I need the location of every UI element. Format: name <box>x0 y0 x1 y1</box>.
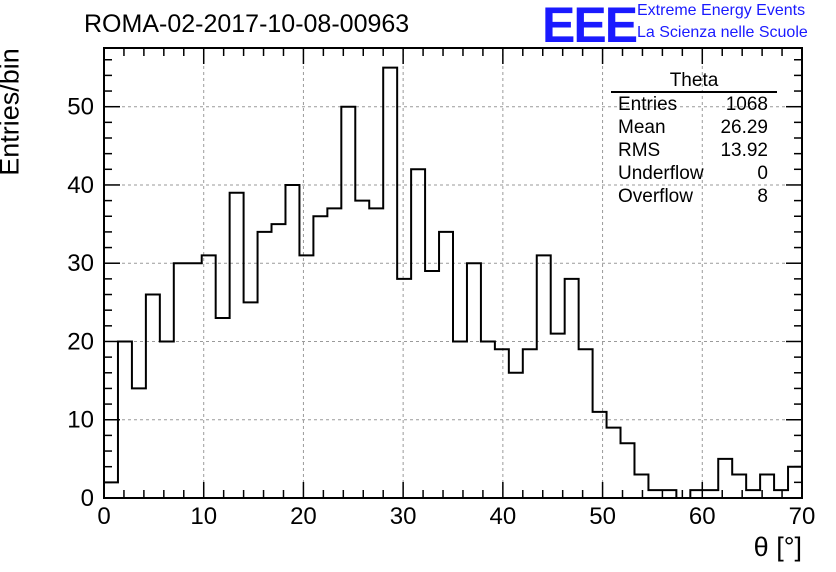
x-tick-label: 70 <box>789 503 816 530</box>
histogram-bin <box>607 428 621 498</box>
y-tick-label: 40 <box>67 172 94 199</box>
histogram-bin <box>495 349 509 498</box>
x-axis-label: θ [°] <box>753 532 802 562</box>
histogram-bin <box>369 208 383 498</box>
x-tick-label: 40 <box>490 503 517 530</box>
axis-ticks <box>103 48 803 499</box>
stats-row-rms: RMS 13.92 <box>611 139 777 162</box>
grid-lines <box>104 48 802 498</box>
histogram-bin <box>341 107 355 498</box>
eee-logo: EEE <box>542 0 638 53</box>
histogram-bin <box>523 349 537 498</box>
histogram-bin <box>425 271 439 498</box>
stats-value: 0 <box>757 163 768 184</box>
histogram-bin <box>746 490 760 498</box>
x-tick-label: 20 <box>290 503 317 530</box>
x-tick-label: 30 <box>390 503 417 530</box>
logo-line-1: Extreme Energy Events <box>637 2 806 19</box>
stats-label: Underflow <box>618 163 704 184</box>
histogram-bin <box>258 232 272 498</box>
histogram-bin <box>662 490 676 498</box>
chart-title: ROMA-02-2017-10-08-00963 <box>84 10 410 38</box>
stats-row-underflow: Underflow 0 <box>611 162 777 185</box>
histogram-bin <box>244 302 258 498</box>
histogram-bin <box>313 216 327 498</box>
histogram-bin <box>537 255 551 498</box>
y-tick-label: 30 <box>67 250 94 277</box>
stats-value: 13.92 <box>720 140 768 161</box>
stats-value: 8 <box>757 186 768 207</box>
histogram-bin <box>397 279 411 498</box>
histogram-bin <box>509 373 523 498</box>
y-tick-label: 10 <box>67 407 94 434</box>
histogram-bin <box>439 232 453 498</box>
stats-label: Overflow <box>618 186 693 207</box>
histogram-bin <box>634 475 648 498</box>
logo-line-2: La Scienza nelle Scuole <box>637 24 808 41</box>
histogram-bin <box>272 224 286 498</box>
histogram-bin <box>704 490 718 498</box>
stats-label: Entries <box>618 94 678 115</box>
x-tick-label: 60 <box>689 503 716 530</box>
histogram-bin <box>593 412 607 498</box>
y-axis-label: Entries/bin <box>0 48 25 176</box>
histogram-bin <box>188 263 202 498</box>
histogram-bin <box>230 193 244 498</box>
stats-row-entries: Entries 1068 <box>611 93 777 116</box>
histogram-bin <box>383 68 397 498</box>
histogram-bin <box>411 169 425 498</box>
histogram-outline <box>103 66 802 499</box>
histogram-bin <box>104 482 118 498</box>
stats-label: RMS <box>618 140 661 161</box>
histogram-bin <box>718 459 732 498</box>
histogram-bin <box>467 263 481 498</box>
histogram-bin <box>202 255 216 498</box>
tick-labels: 0 10 20 30 40 50 60 70 0 10 20 30 40 50 <box>67 94 815 530</box>
histogram-bin <box>355 201 369 498</box>
x-tick-label: 50 <box>589 503 616 530</box>
stats-label: Mean <box>618 117 666 138</box>
stats-row-overflow: Overflow 8 <box>611 185 777 208</box>
y-tick-label: 20 <box>67 328 94 355</box>
x-tick-label: 10 <box>190 503 217 530</box>
histogram-bin <box>579 349 593 498</box>
stats-value: 26.29 <box>720 117 768 138</box>
histogram-bin <box>327 208 341 498</box>
histogram-bin <box>565 279 579 498</box>
stats-row-mean: Mean 26.29 <box>611 116 777 139</box>
y-tick-label: 0 <box>81 485 94 512</box>
histogram-bin <box>174 263 188 498</box>
x-tick-label: 0 <box>97 503 110 530</box>
histogram-bin <box>299 255 313 498</box>
stats-title: Theta <box>611 70 777 93</box>
histogram-bin <box>774 490 788 498</box>
histogram-bin <box>146 295 160 498</box>
stats-value: 1068 <box>725 94 768 115</box>
histogram-bin <box>621 443 635 498</box>
stats-box: Theta Entries 1068 Mean 26.29 RMS 13.92 … <box>611 70 777 208</box>
histogram-bin <box>732 475 746 498</box>
y-tick-label: 50 <box>67 94 94 121</box>
histogram-bin <box>216 318 230 498</box>
histogram-bin <box>551 334 565 498</box>
plot-frame <box>103 47 803 499</box>
histogram-bin <box>648 490 662 498</box>
histogram-bin <box>132 388 146 498</box>
